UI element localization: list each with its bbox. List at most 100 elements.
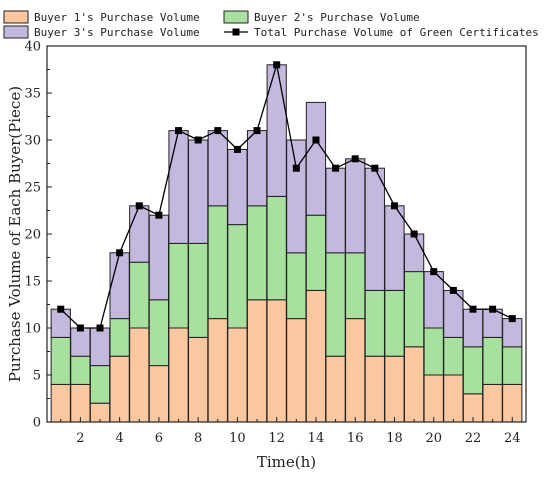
total-marker-hour-2 xyxy=(76,324,84,332)
bar-buyer1-hour-18 xyxy=(384,355,405,423)
bar-buyer2-hour-24 xyxy=(502,346,523,385)
y-tick-label-25: 25 xyxy=(24,181,41,196)
total-marker-hour-14 xyxy=(312,136,320,144)
legend-buyer2-label: Buyer 2's Purchase Volume xyxy=(254,11,420,24)
total-marker-hour-18 xyxy=(390,202,398,210)
bar-buyer2-hour-8 xyxy=(188,242,209,338)
total-marker-hour-19 xyxy=(410,230,418,238)
bar-buyer3-hour-9 xyxy=(207,130,228,207)
bar-buyer1-hour-11 xyxy=(246,299,268,423)
x-tick-label-14: 14 xyxy=(308,431,325,446)
y-tick-label-30: 30 xyxy=(24,134,41,149)
bar-buyer1-hour-10 xyxy=(227,327,248,423)
total-marker-hour-15 xyxy=(332,164,340,172)
legend: Buyer 1's Purchase Volume Buyer 2's Purch… xyxy=(3,10,539,39)
bar-buyer1-hour-7 xyxy=(168,327,189,423)
bar-buyer1-hour-1 xyxy=(50,383,71,423)
total-marker-hour-1 xyxy=(57,305,65,313)
y-axis-title: Purchase Volume of Each Buyer(Piece) xyxy=(6,86,24,382)
bar-buyer2-hour-16 xyxy=(345,252,366,320)
bar-buyer3-hour-13 xyxy=(286,139,307,254)
total-marker-hour-22 xyxy=(469,305,477,313)
x-tick-label-16: 16 xyxy=(347,431,364,446)
bar-buyer1-hour-2 xyxy=(70,383,91,423)
total-marker-hour-17 xyxy=(371,164,379,172)
x-axis-title: Time(h) xyxy=(257,453,316,471)
y-tick-label-20: 20 xyxy=(24,228,41,243)
bar-buyer3-hour-22 xyxy=(462,308,484,348)
bar-buyer2-hour-17 xyxy=(364,289,385,357)
bar-buyer2-hour-21 xyxy=(443,336,464,376)
bar-buyer2-hour-23 xyxy=(482,336,503,385)
bar-buyer3-hour-12 xyxy=(266,64,287,197)
bar-buyer1-hour-17 xyxy=(364,355,385,423)
legend-buyer3-swatch xyxy=(3,25,29,39)
y-tick-label-15: 15 xyxy=(24,275,41,290)
bar-buyer1-hour-20 xyxy=(423,374,444,423)
bar-buyer2-hour-19 xyxy=(403,271,425,348)
bar-buyer3-hour-18 xyxy=(384,205,405,291)
legend-buyer2-swatch xyxy=(223,10,249,24)
bar-buyer3-hour-24 xyxy=(502,318,523,348)
x-tick-label-4: 4 xyxy=(115,431,123,446)
legend-buyer1-label: Buyer 1's Purchase Volume xyxy=(34,11,200,24)
bar-buyer2-hour-3 xyxy=(89,365,111,404)
bar-buyer1-hour-12 xyxy=(266,299,287,423)
bar-buyer1-hour-24 xyxy=(502,383,523,423)
bar-buyer3-hour-16 xyxy=(345,158,366,254)
bar-buyer1-hour-13 xyxy=(286,318,307,423)
bar-buyer2-hour-2 xyxy=(70,355,91,385)
bar-buyer2-hour-18 xyxy=(384,289,405,357)
bar-buyer3-hour-3 xyxy=(89,327,111,367)
bar-buyer2-hour-22 xyxy=(462,346,484,395)
bar-buyer1-hour-23 xyxy=(482,383,503,423)
bar-buyer3-hour-14 xyxy=(305,101,327,216)
total-marker-hour-8 xyxy=(194,136,202,144)
total-marker-hour-11 xyxy=(253,127,261,135)
bar-buyer1-hour-15 xyxy=(325,355,346,423)
x-tick-label-22: 22 xyxy=(465,431,482,446)
bar-buyer3-hour-17 xyxy=(364,167,385,291)
y-tick-label-10: 10 xyxy=(24,322,41,337)
bar-buyer2-hour-12 xyxy=(266,195,287,301)
bar-buyer2-hour-13 xyxy=(286,252,307,320)
bar-buyer3-hour-19 xyxy=(403,233,425,273)
x-tick-label-2: 2 xyxy=(76,431,84,446)
bar-buyer3-hour-20 xyxy=(423,271,444,329)
x-tick-label-8: 8 xyxy=(194,431,202,446)
bar-buyer2-hour-20 xyxy=(423,327,444,376)
bar-buyer2-hour-9 xyxy=(207,205,228,320)
bar-buyer1-hour-4 xyxy=(109,355,130,423)
total-marker-hour-16 xyxy=(351,155,359,163)
total-marker-hour-7 xyxy=(175,127,183,135)
y-tick-label-0: 0 xyxy=(33,416,41,431)
x-tick-label-18: 18 xyxy=(386,431,403,446)
bar-buyer3-hour-5 xyxy=(129,205,150,263)
total-marker-hour-5 xyxy=(135,202,143,210)
x-tick-label-24: 24 xyxy=(504,431,521,446)
bar-buyer2-hour-1 xyxy=(50,336,71,385)
total-marker-hour-23 xyxy=(489,305,497,313)
bar-buyer1-hour-9 xyxy=(207,318,228,423)
y-tick-label-35: 35 xyxy=(24,87,41,102)
legend-total-marker xyxy=(232,28,240,36)
bar-buyer1-hour-14 xyxy=(305,289,327,423)
bar-buyer3-hour-7 xyxy=(168,130,189,244)
x-tick-label-6: 6 xyxy=(155,431,163,446)
bar-buyer2-hour-14 xyxy=(305,214,327,291)
bar-buyer3-hour-6 xyxy=(148,214,170,301)
total-marker-hour-9 xyxy=(214,127,222,135)
total-marker-hour-10 xyxy=(233,145,241,153)
total-marker-hour-12 xyxy=(273,61,281,69)
bar-buyer1-hour-19 xyxy=(403,346,425,423)
x-tick-label-10: 10 xyxy=(229,431,246,446)
y-tick-label-40: 40 xyxy=(24,40,41,55)
bar-buyer3-hour-1 xyxy=(50,308,71,338)
total-marker-hour-20 xyxy=(430,268,438,276)
bar-buyer3-hour-4 xyxy=(109,252,130,320)
bar-buyer2-hour-15 xyxy=(325,252,346,357)
total-marker-hour-6 xyxy=(155,211,163,219)
x-tick-label-12: 12 xyxy=(268,431,285,446)
